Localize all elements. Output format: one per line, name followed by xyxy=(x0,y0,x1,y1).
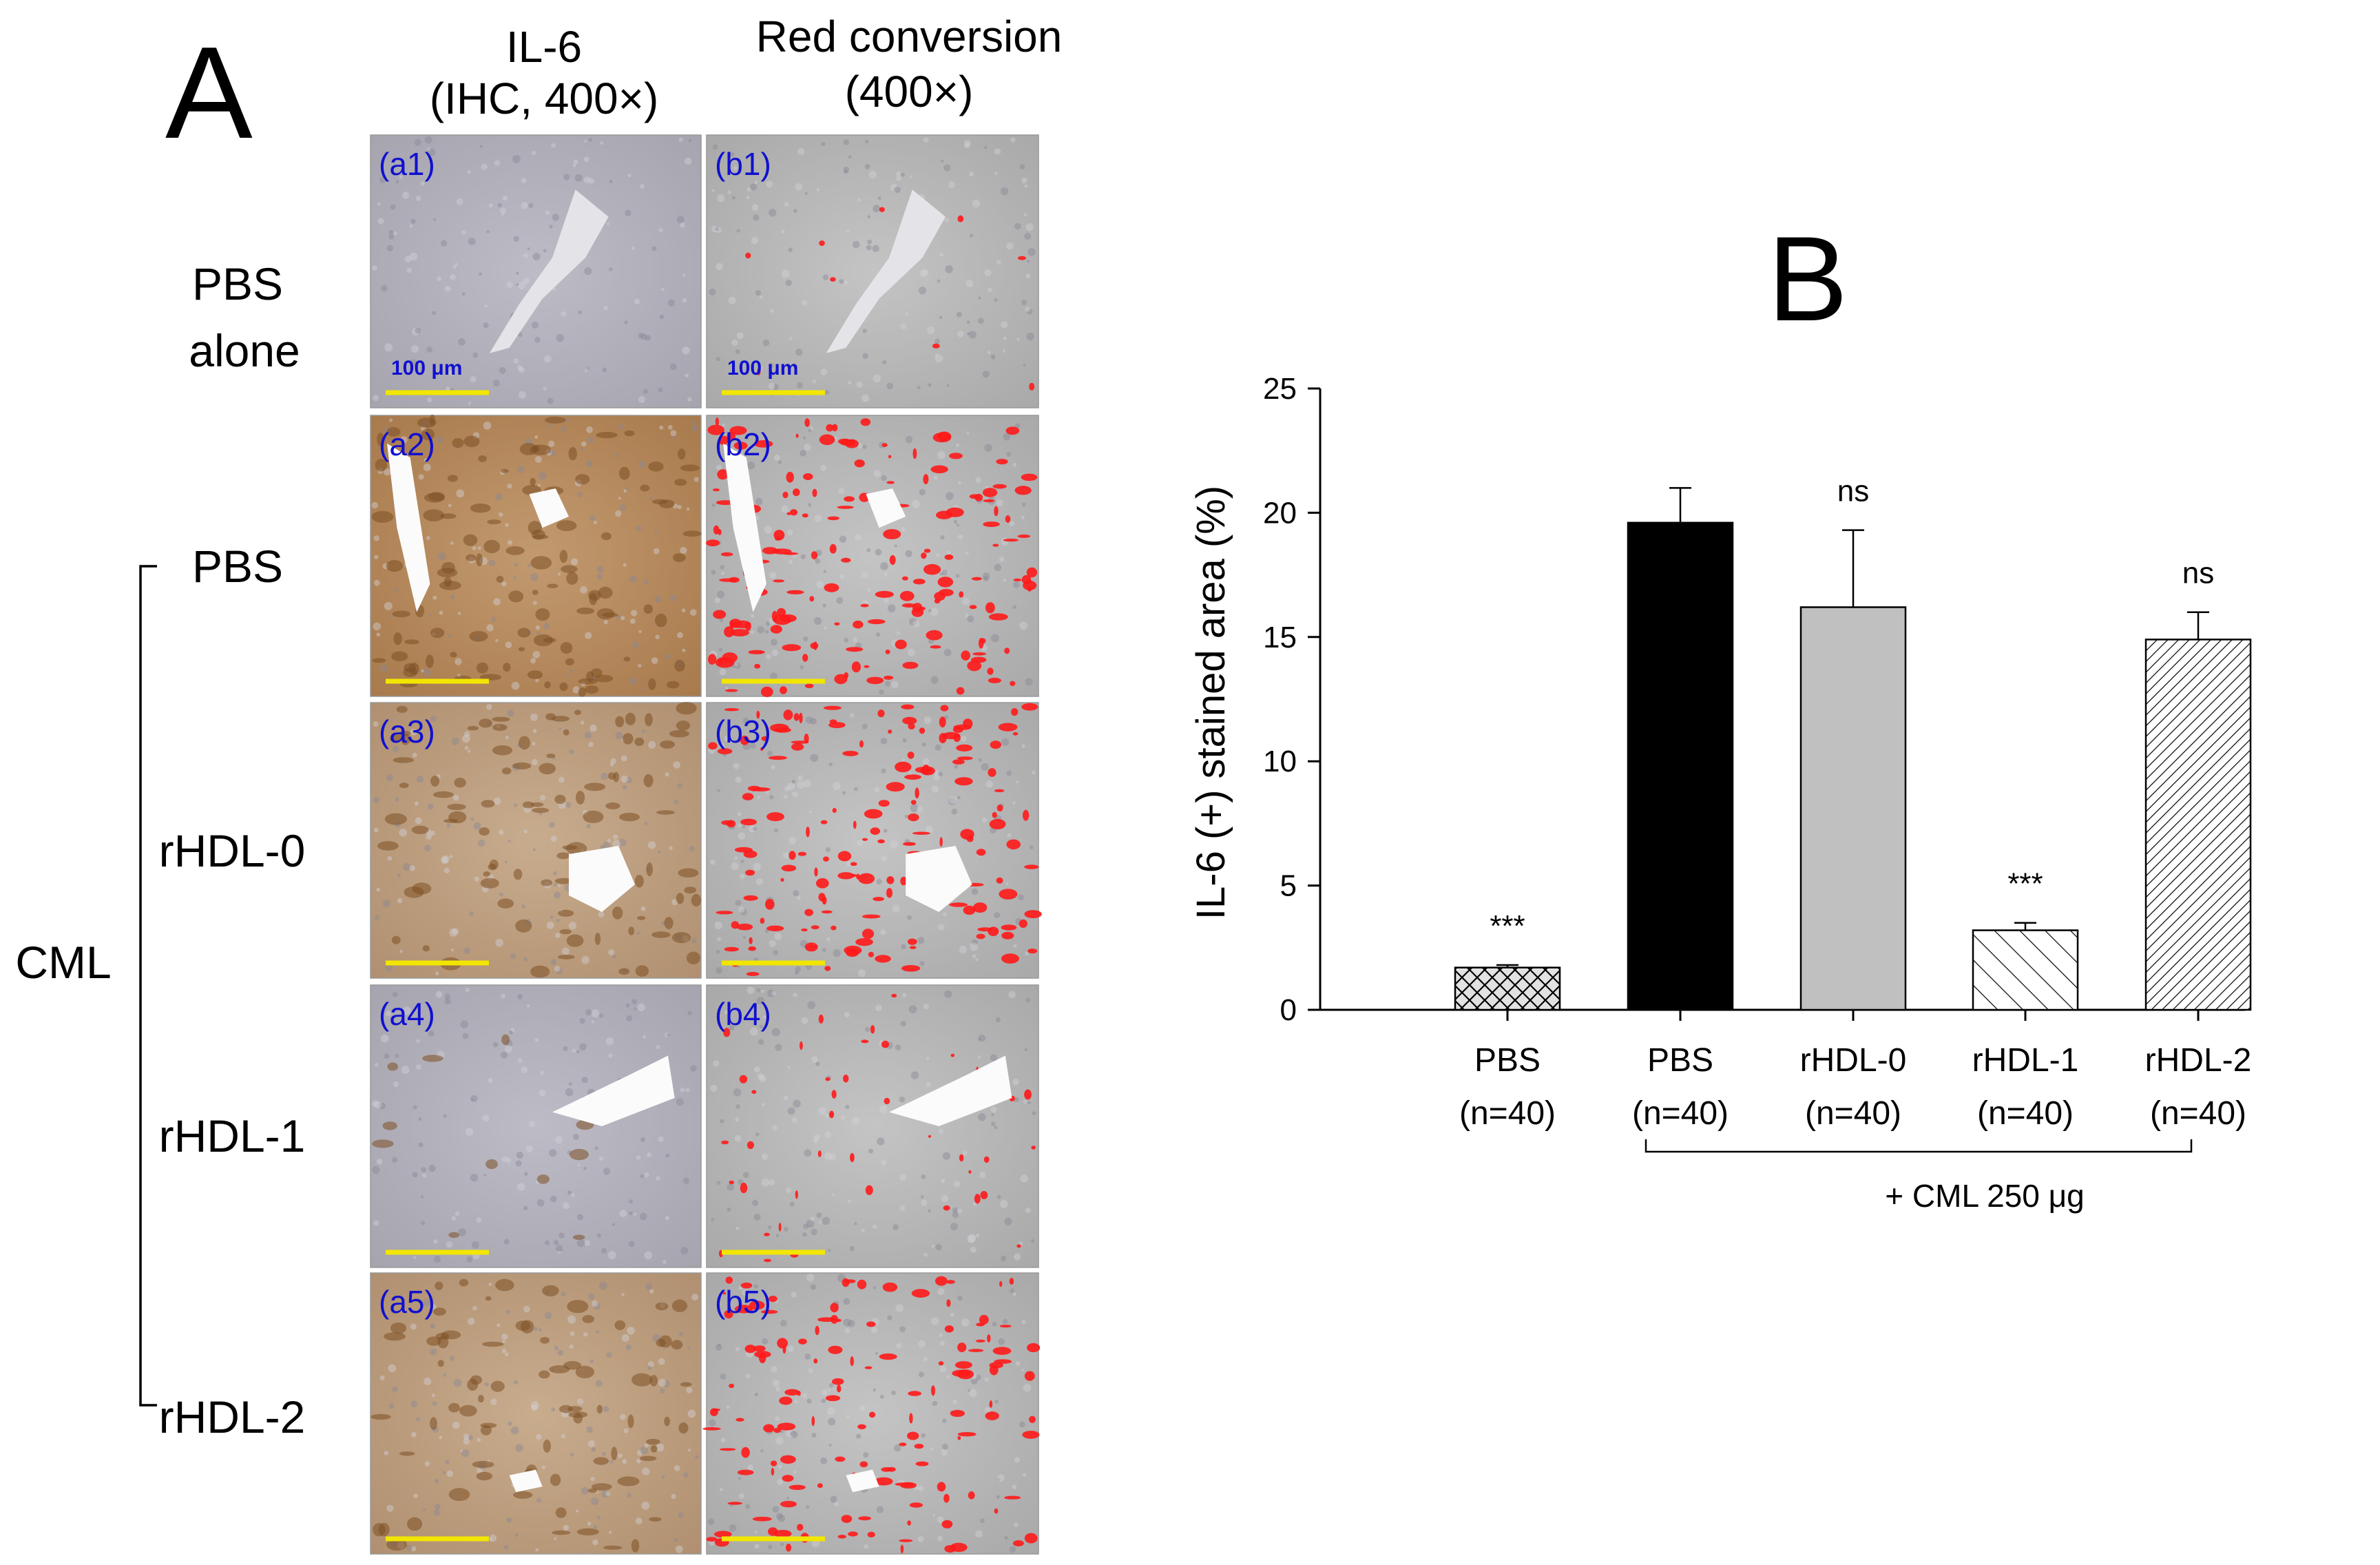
y-tick-label: 0 xyxy=(1280,993,1297,1027)
bar xyxy=(1799,606,1907,1011)
tissue-texture xyxy=(371,988,697,1264)
y-tick-label: 20 xyxy=(1263,496,1297,530)
ihc-micrograph-5: (a5) xyxy=(370,1272,702,1555)
y-tick-label: 15 xyxy=(1263,621,1297,654)
micrograph-label: (b4) xyxy=(715,996,771,1032)
vessel-lumen xyxy=(723,443,906,612)
group-label-cml: CML xyxy=(15,937,111,988)
red-overlay-spots xyxy=(702,1276,1041,1554)
cml-bracket-label: + CML 250 μg xyxy=(1885,1178,2084,1214)
red-overlay-spots xyxy=(718,993,1036,1263)
col-header-ihc-line1: IL-6 xyxy=(506,22,582,72)
tissue-texture xyxy=(709,137,1036,402)
micrograph-label: (a2) xyxy=(379,426,435,462)
cml-group-bracket xyxy=(139,565,157,1407)
micrograph-background xyxy=(370,984,702,1268)
bar xyxy=(1454,966,1561,1011)
micrograph-label: (a3) xyxy=(379,714,435,749)
vessel-lumen xyxy=(387,443,569,612)
row-label-pbs-alone-line1: PBS xyxy=(192,258,283,309)
bar xyxy=(1627,521,1734,1011)
red-conversion-micrograph-3: (b3) xyxy=(706,702,1042,979)
cml-bracket xyxy=(1645,1139,2193,1153)
ihc-micrograph-4: (a4) xyxy=(370,984,702,1268)
x-category-label: rHDL-0 xyxy=(1800,1042,1907,1079)
micrograph-label: (a5) xyxy=(379,1284,435,1320)
col-header-red-line1: Red conversion xyxy=(756,12,1063,61)
micrograph-label: (b2) xyxy=(715,426,771,462)
x-category-n-label: (n=40) xyxy=(1977,1095,2074,1132)
vessel-lumen xyxy=(889,1055,1012,1126)
vessel-lumen xyxy=(906,846,972,912)
micrograph-background xyxy=(370,702,702,979)
x-category-n-label: (n=40) xyxy=(2150,1095,2246,1132)
row-label-rhdl1: rHDL-1 xyxy=(159,1110,306,1161)
micrograph-background xyxy=(370,134,702,408)
red-overlay-spots xyxy=(745,207,1035,391)
x-category-n-label: (n=40) xyxy=(1459,1095,1556,1132)
panel-b-letter: B xyxy=(1768,212,1848,346)
ihc-stain-spots xyxy=(371,414,702,697)
bar xyxy=(2144,639,2252,1011)
micrograph-label: (b1) xyxy=(715,146,771,182)
y-axis-label: IL-6 (+) stained area (%) xyxy=(1189,486,1233,920)
x-category-n-label: (n=40) xyxy=(1805,1095,1901,1132)
red-conversion-micrograph-4: (b4) xyxy=(706,984,1039,1268)
red-conversion-micrograph-2: (b2) xyxy=(706,415,1039,698)
tissue-texture xyxy=(373,704,697,975)
x-category-n-label: (n=40) xyxy=(1632,1095,1729,1132)
y-tick-label: 10 xyxy=(1263,745,1297,778)
red-conversion-micrograph-5: (b5) xyxy=(702,1272,1041,1555)
micrograph-label: (a4) xyxy=(379,996,435,1032)
scale-bar-label: 100 μm xyxy=(391,357,462,380)
x-category-label: rHDL-1 xyxy=(1972,1042,2079,1079)
col-header-red-line2: (400×) xyxy=(845,67,974,116)
micrograph-label: (b3) xyxy=(715,714,771,749)
red-overlay-spots xyxy=(708,703,1042,976)
vessel-lumen xyxy=(826,189,946,353)
vessel-lumen xyxy=(489,189,609,353)
red-conversion-micrograph-1: (b1) 100 μm xyxy=(706,134,1039,408)
x-category-label: PBS xyxy=(1474,1042,1541,1079)
ihc-stain-spots xyxy=(370,1278,692,1553)
y-tick-label: 5 xyxy=(1280,869,1297,903)
vessel-lumen xyxy=(552,1055,675,1126)
significance-label: *** xyxy=(1490,909,1525,943)
x-category-label: rHDL-2 xyxy=(2145,1042,2252,1079)
ihc-micrograph-3: (a3) xyxy=(370,701,702,979)
row-label-rhdl2: rHDL-2 xyxy=(159,1391,306,1442)
ihc-micrograph-2: (a2) xyxy=(370,414,702,697)
row-label-pbs: PBS xyxy=(192,541,283,592)
micrograph-background xyxy=(706,134,1039,408)
micrograph-grid: (a1) 100 μm (b1) 100 μm (a2) (b2) (a3) (b3) (a4)… xyxy=(370,134,1042,1555)
micrograph-background xyxy=(370,1272,702,1555)
vessel-lumen xyxy=(569,846,635,912)
x-category-label: PBS xyxy=(1647,1042,1713,1079)
y-tick-label: 25 xyxy=(1263,372,1297,406)
col-header-ihc-line2: (IHC, 400×) xyxy=(430,74,659,123)
ihc-stain-spots xyxy=(372,1034,594,1240)
row-label-pbs-alone-line2: alone xyxy=(189,325,300,376)
row-label-rhdl0: rHDL-0 xyxy=(159,825,306,876)
bar-chart: 0 5 10 15 20 25 IL-6 (+) stained area (%) *** PB… xyxy=(1189,372,2251,1214)
vessel-lumen xyxy=(846,1469,879,1493)
ihc-micrograph-1: (a1) 100 μm xyxy=(370,134,702,408)
scale-bar-label: 100 μm xyxy=(727,357,798,380)
ihc-stain-spots xyxy=(377,701,702,978)
panel-a-letter: A xyxy=(165,20,253,166)
bar xyxy=(1972,929,2079,1011)
significance-label: *** xyxy=(2007,867,2043,901)
micrograph-label: (a1) xyxy=(379,146,435,182)
vessel-lumen xyxy=(509,1469,543,1493)
micrograph-label: (b5) xyxy=(715,1284,771,1320)
significance-label: ns xyxy=(1837,475,1869,508)
significance-label: ns xyxy=(2182,557,2214,590)
